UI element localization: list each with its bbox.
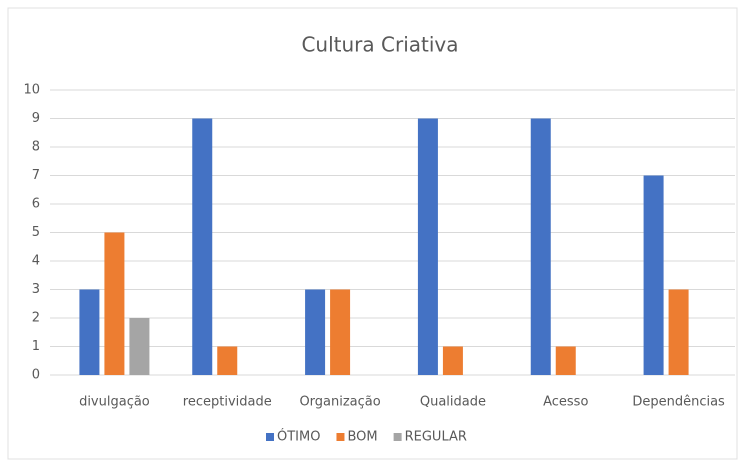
x-tick-label: Dependências [632,395,725,410]
bar [330,289,351,375]
x-tick-label: receptividade [183,395,272,410]
legend-swatch [336,433,345,441]
legend-label: REGULAR [405,430,467,445]
chart-frame [7,7,738,460]
y-tick-label: 2 [32,311,40,326]
bar [417,118,438,375]
x-tick-label: divulgação [79,395,150,410]
bar [104,232,125,375]
bar [668,289,689,375]
x-tick-label: Organização [299,395,380,410]
bar [530,118,551,375]
y-tick-label: 10 [23,83,40,98]
bar [192,118,213,375]
y-tick-label: 8 [32,140,40,155]
x-tick-label: Qualidade [420,395,486,410]
bar [643,175,664,375]
legend-label: ÓTIMO [277,429,320,445]
bar [129,318,150,375]
y-tick-label: 4 [32,254,40,269]
legend-swatch [266,433,274,441]
bar [217,346,238,375]
bar [305,289,326,375]
y-tick-label: 0 [32,368,40,383]
x-tick-label: Acesso [543,395,588,410]
y-tick-label: 5 [32,225,40,240]
y-tick-label: 1 [32,339,40,354]
chart-title: Cultura Criativa [301,33,458,57]
y-tick-label: 7 [32,168,40,183]
y-tick-label: 6 [32,197,40,212]
legend-swatch [393,433,402,441]
bar [442,346,463,375]
y-tick-label: 9 [32,111,40,126]
y-tick-label: 3 [32,282,40,297]
legend-label: BOM [347,430,377,445]
bar [79,289,100,375]
bar [555,346,576,375]
